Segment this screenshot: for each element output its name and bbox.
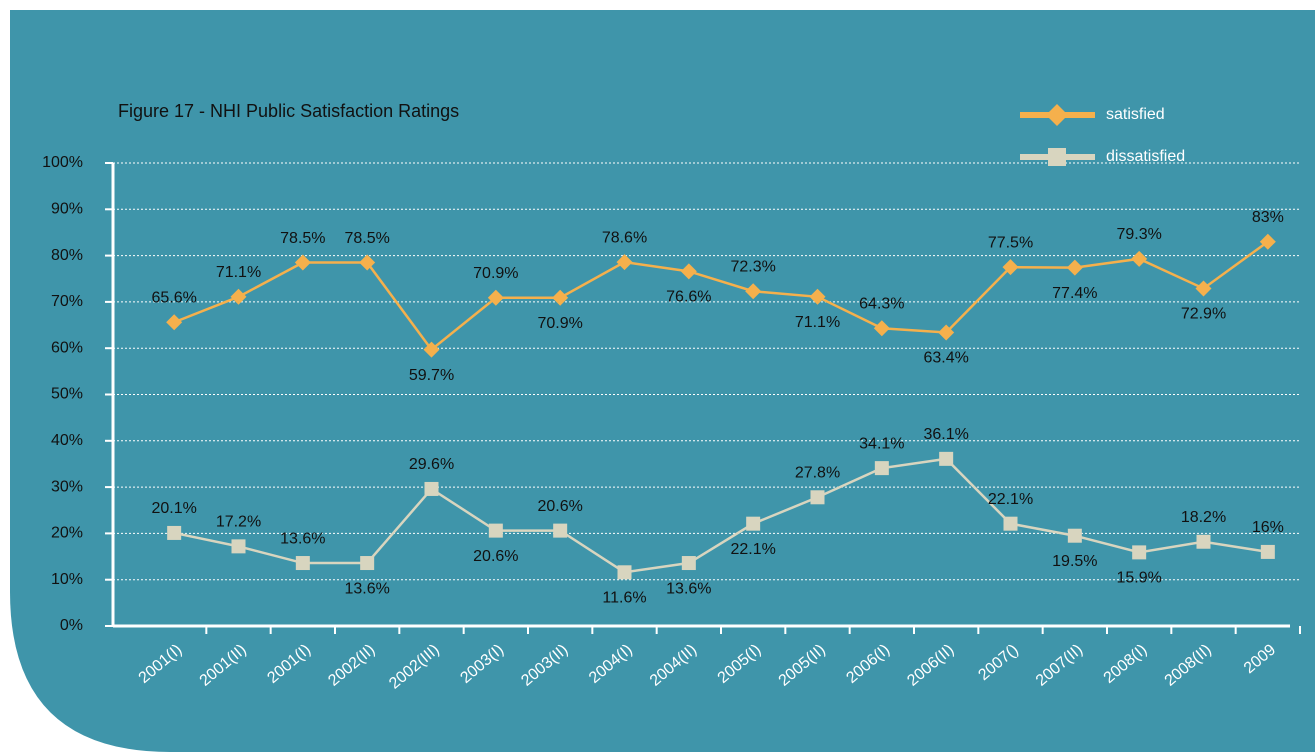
data-point (167, 525, 182, 540)
y-tick-label: 50% (51, 386, 83, 403)
data-point (1002, 259, 1019, 276)
data-label: 13.6% (344, 580, 389, 597)
y-tick-label: 90% (51, 201, 83, 218)
data-point (360, 556, 375, 571)
data-label: 76.6% (666, 289, 711, 306)
data-label: 36.1% (923, 426, 968, 443)
data-point (423, 341, 440, 358)
data-point (874, 461, 889, 476)
y-tick-label: 40% (51, 432, 83, 449)
data-label: 77.4% (1052, 285, 1097, 302)
data-point (1195, 280, 1212, 297)
data-point (1067, 528, 1082, 543)
data-point (1131, 250, 1148, 267)
data-label: 78.5% (280, 230, 325, 247)
y-tick-label: 30% (51, 478, 83, 495)
data-point (745, 283, 762, 300)
data-label: 20.6% (537, 498, 582, 515)
data-label: 22.1% (988, 491, 1033, 508)
data-label: 20.6% (473, 548, 518, 565)
data-point (1003, 516, 1018, 531)
data-label: 72.3% (730, 258, 775, 275)
data-label: 15.9% (1116, 570, 1161, 587)
series-line (173, 240, 1269, 352)
y-tick-label: 70% (51, 293, 83, 310)
data-label: 18.2% (1181, 509, 1226, 526)
y-tick-label: 10% (51, 571, 83, 588)
data-label: 71.1% (216, 264, 261, 281)
data-point (938, 324, 955, 341)
chart-title: Figure 17 - NHI Public Satisfaction Rati… (118, 101, 459, 121)
data-point (1196, 534, 1211, 549)
data-label: 20.1% (151, 500, 196, 517)
data-label: 79.3% (1116, 226, 1161, 243)
data-label: 22.1% (730, 541, 775, 558)
y-tick-label: 100% (42, 154, 83, 171)
data-label: 27.8% (795, 465, 840, 482)
y-tick-label: 80% (51, 247, 83, 264)
data-point (359, 254, 376, 271)
panel (10, 10, 1315, 752)
data-point (166, 314, 183, 331)
data-point (616, 254, 633, 271)
data-point (424, 481, 439, 496)
data-point (230, 288, 247, 305)
data-point (553, 523, 568, 538)
data-label: 78.5% (344, 230, 389, 247)
data-label: 83% (1252, 209, 1284, 226)
data-label: 70.9% (537, 315, 582, 332)
data-label: 65.6% (151, 289, 196, 306)
data-label: 64.3% (859, 296, 904, 313)
data-point (552, 289, 569, 306)
y-tick-label: 60% (51, 339, 83, 356)
data-point (746, 516, 761, 531)
data-point (681, 556, 696, 571)
data-point (809, 288, 826, 305)
data-point (487, 289, 504, 306)
data-point (1260, 544, 1275, 559)
data-label: 78.6% (602, 229, 647, 246)
legend-marker (1046, 104, 1068, 126)
data-label: 70.9% (473, 265, 518, 282)
data-label: 72.9% (1181, 306, 1226, 323)
data-label: 11.6% (602, 590, 646, 607)
data-point (294, 254, 311, 271)
data-point (1066, 259, 1083, 276)
legend-marker (1048, 148, 1066, 166)
data-point (231, 539, 246, 554)
data-label: 13.6% (666, 580, 711, 597)
legend-label: satisfied (1106, 106, 1165, 123)
data-point (1132, 545, 1147, 560)
data-label: 59.7% (409, 367, 454, 384)
data-label: 77.5% (988, 234, 1033, 251)
data-label: 34.1% (859, 435, 904, 452)
data-label: 16% (1252, 519, 1284, 536)
data-label: 29.6% (409, 456, 454, 473)
data-point (873, 320, 890, 337)
legend-label: dissatisfied (1106, 148, 1185, 165)
data-label: 19.5% (1052, 553, 1097, 570)
data-point (488, 523, 503, 538)
data-point (295, 556, 310, 571)
data-label: 63.4% (923, 350, 968, 367)
y-tick-label: 0% (60, 617, 83, 634)
data-point (810, 490, 825, 505)
data-point (680, 263, 697, 280)
series-line (173, 457, 1269, 574)
data-point (1259, 233, 1276, 250)
data-label: 71.1% (795, 314, 840, 331)
data-label: 17.2% (216, 514, 261, 531)
y-tick-label: 20% (51, 525, 83, 542)
data-point (617, 565, 632, 580)
data-label: 13.6% (280, 530, 325, 547)
data-point (939, 451, 954, 466)
